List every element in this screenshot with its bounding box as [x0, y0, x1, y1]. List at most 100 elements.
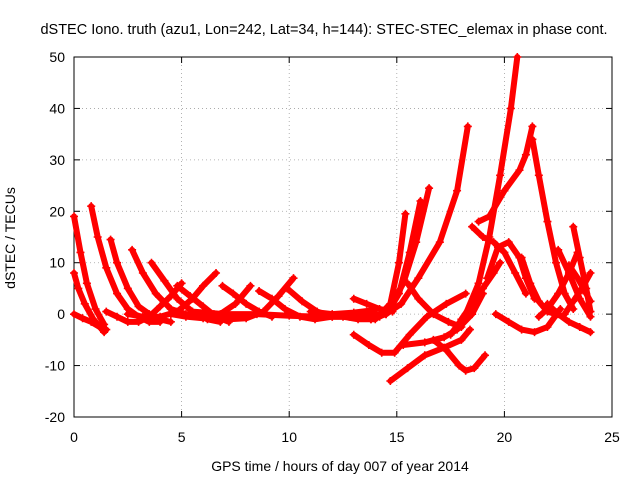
- data-point-marker: [569, 222, 578, 231]
- data-point-marker: [528, 122, 537, 131]
- data-point-marker: [491, 310, 500, 319]
- x-tick-label: 25: [604, 429, 620, 445]
- series-trace: [555, 246, 594, 320]
- data-point-marker: [106, 235, 115, 244]
- data-point-marker: [306, 307, 315, 316]
- data-point-marker: [76, 248, 85, 257]
- data-point-marker: [173, 294, 182, 303]
- data-point-marker: [328, 310, 337, 319]
- series-trace: [387, 326, 473, 384]
- data-point-marker: [113, 258, 122, 267]
- data-point-marker: [386, 377, 395, 385]
- data-point-marker: [455, 361, 464, 370]
- data-point-marker: [366, 315, 375, 324]
- data-point-marker: [554, 245, 563, 254]
- data-point-marker: [560, 310, 569, 319]
- data-point-marker: [575, 323, 584, 331]
- data-point-marker: [349, 312, 358, 321]
- data-point-marker: [420, 338, 429, 347]
- data-point-marker: [569, 297, 578, 306]
- data-point-marker: [102, 325, 111, 334]
- axis-ticks: 0 5 10 15 20 25 -20 -10 0 10 20 30 40 50: [45, 49, 620, 445]
- data-point-marker: [78, 314, 87, 323]
- data-point-marker: [416, 197, 425, 205]
- data-series-3: [70, 310, 111, 334]
- data-point-marker: [199, 281, 208, 290]
- data-point-marker: [95, 323, 104, 331]
- data-point-marker: [102, 307, 111, 316]
- data-point-marker: [521, 289, 530, 298]
- data-point-marker: [465, 325, 474, 334]
- data-point-marker: [382, 310, 391, 319]
- data-point-marker: [457, 335, 466, 344]
- data-point-marker: [274, 292, 283, 301]
- x-tick-label: 0: [70, 429, 78, 445]
- data-point-marker: [534, 297, 543, 306]
- data-point-marker: [74, 284, 83, 293]
- data-point-marker: [515, 166, 524, 175]
- data-point-marker: [339, 312, 347, 321]
- y-tick-label: 30: [49, 152, 65, 168]
- data-point-marker: [289, 274, 298, 283]
- x-tick-label: 5: [178, 429, 186, 445]
- plot-frame: [73, 56, 613, 418]
- series-trace: [475, 123, 536, 225]
- data-point-marker: [442, 299, 451, 308]
- data-point-marker: [543, 217, 552, 226]
- data-point-marker: [166, 317, 175, 326]
- data-point-marker: [134, 302, 143, 311]
- data-point-marker: [151, 289, 160, 298]
- data-point-marker: [511, 269, 520, 277]
- data-point-marker: [173, 281, 182, 290]
- data-point-marker: [403, 364, 412, 373]
- data-point-marker: [349, 330, 358, 339]
- y-tick-label: 40: [49, 100, 65, 116]
- data-point-marker: [564, 261, 573, 270]
- data-point-marker: [521, 150, 530, 159]
- data-point-marker: [461, 289, 470, 298]
- data-point-marker: [586, 328, 595, 337]
- data-point-marker: [397, 299, 406, 308]
- data-point-marker: [87, 202, 96, 211]
- data-point-marker: [123, 310, 132, 319]
- data-point-marker: [405, 330, 414, 339]
- data-point-marker: [218, 281, 227, 290]
- data-point-marker: [147, 258, 156, 267]
- data-point-marker: [390, 348, 399, 357]
- series-trace: [88, 203, 164, 325]
- data-point-marker: [123, 317, 132, 326]
- data-point-marker: [280, 305, 289, 313]
- data-point-marker: [474, 217, 483, 226]
- data-series-12: [173, 281, 233, 326]
- data-point-marker: [394, 289, 403, 298]
- data-point-marker: [485, 212, 494, 221]
- x-tick-label: 20: [497, 429, 513, 445]
- data-point-marker: [564, 317, 573, 326]
- data-point-marker: [166, 310, 175, 319]
- grid: [74, 57, 612, 417]
- data-series-4: [87, 202, 165, 326]
- data-point-marker: [586, 297, 595, 306]
- data-series-21: [366, 197, 425, 324]
- data-point-marker: [414, 294, 423, 303]
- data-point-marker: [489, 238, 498, 247]
- data-point-marker: [586, 269, 595, 277]
- data-point-marker: [156, 302, 165, 311]
- data-point-marker: [298, 297, 307, 306]
- series-trace: [566, 262, 594, 305]
- data-point-marker: [70, 310, 78, 319]
- data-point-marker: [349, 294, 358, 303]
- data-series-33: [528, 135, 578, 313]
- data-point-marker: [123, 284, 132, 293]
- data-point-marker: [166, 292, 175, 301]
- data-point-marker: [554, 289, 563, 298]
- data-point-marker: [102, 263, 111, 272]
- data-point-marker: [377, 348, 386, 357]
- data-point-marker: [128, 245, 137, 254]
- data-point-marker: [446, 330, 455, 339]
- data-point-marker: [483, 274, 492, 283]
- data-point-marker: [444, 317, 453, 326]
- y-axis-label: dSTEC / TECUs: [2, 187, 18, 289]
- data-point-marker: [231, 299, 240, 308]
- data-point-marker: [474, 279, 483, 288]
